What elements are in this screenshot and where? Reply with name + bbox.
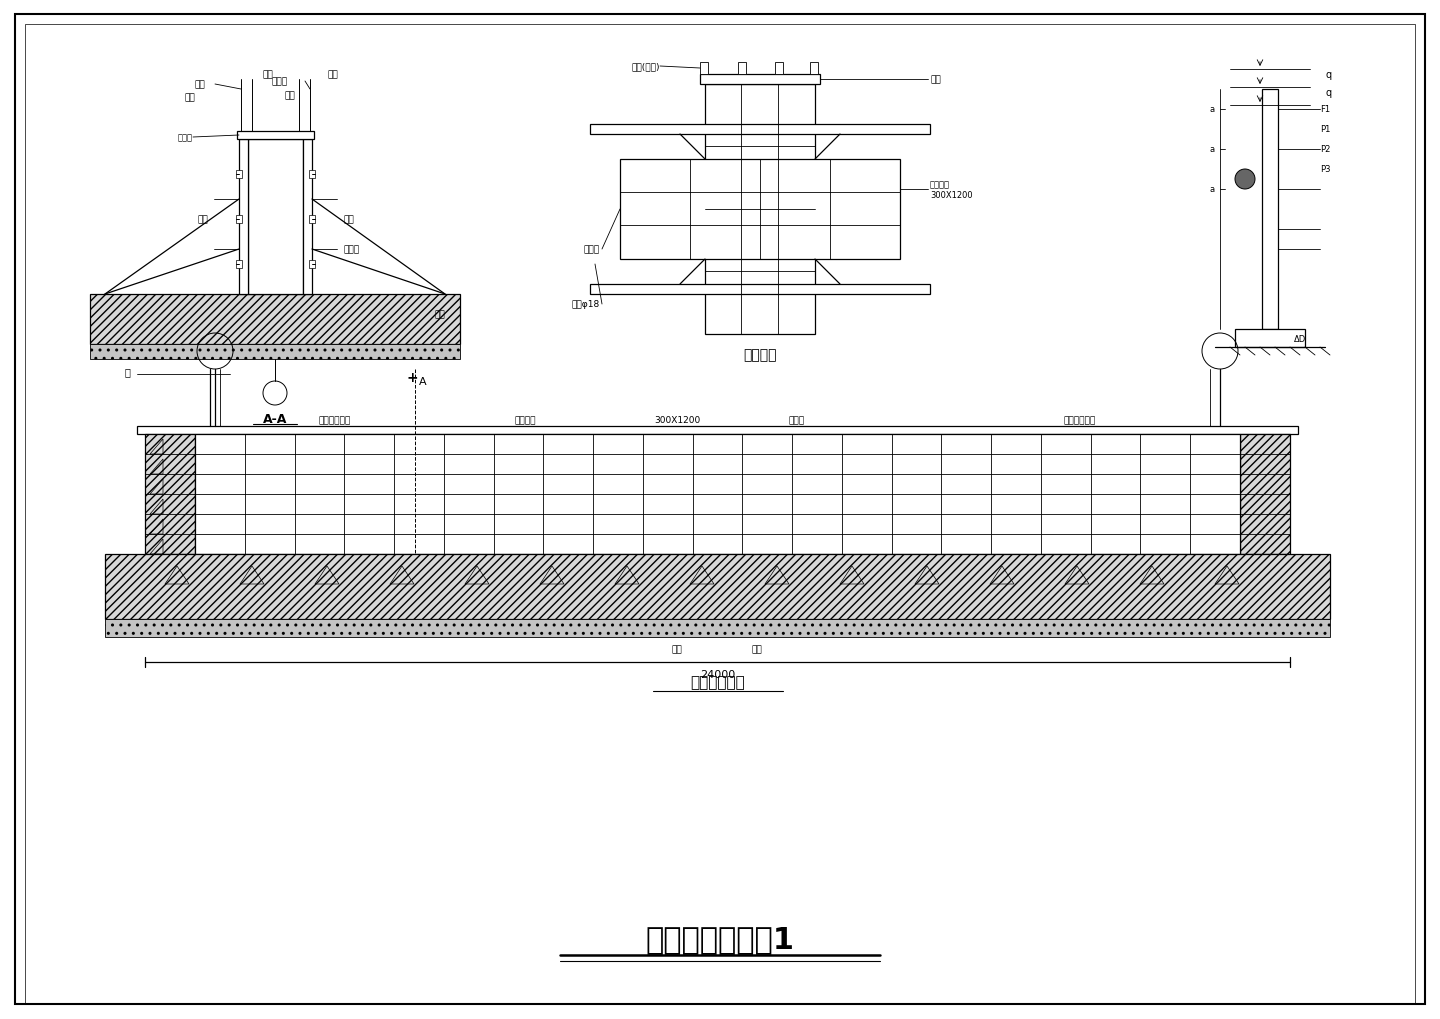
Bar: [775, 63, 783, 75]
Text: 基础反梁支模图1: 基础反梁支模图1: [645, 924, 795, 954]
Text: 模板: 模板: [262, 70, 274, 79]
Text: 木方(背楞): 木方(背楞): [632, 62, 660, 71]
Bar: [91, 294, 459, 344]
Text: 穿筋管: 穿筋管: [343, 246, 359, 255]
Text: 梁腋支模: 梁腋支模: [743, 347, 776, 362]
Bar: [105, 620, 1331, 637]
Text: A-A: A-A: [264, 413, 287, 426]
Bar: [302, 140, 312, 294]
Bar: [137, 427, 1297, 434]
Text: 反梁顶面: 反梁顶面: [514, 416, 536, 425]
Text: 双钢管扣管管: 双钢管扣管管: [318, 416, 351, 425]
Text: 反梁支模立面: 反梁支模立面: [690, 675, 744, 690]
Text: P2: P2: [1320, 146, 1331, 154]
Bar: [811, 63, 818, 75]
Text: 基础: 基础: [752, 645, 762, 654]
Bar: [590, 284, 930, 294]
Text: 斜撑: 斜撑: [343, 215, 354, 224]
Text: 柱: 柱: [124, 367, 130, 377]
Text: q: q: [1325, 88, 1331, 98]
Bar: [91, 344, 459, 360]
Text: 木模板: 木模板: [789, 416, 805, 425]
Bar: [236, 171, 242, 178]
Text: a: a: [1210, 185, 1215, 195]
Bar: [310, 216, 315, 224]
Text: 地板: 地板: [671, 645, 683, 654]
Text: 斜撑管: 斜撑管: [272, 77, 288, 87]
Bar: [238, 131, 314, 140]
Bar: [706, 85, 815, 334]
Bar: [700, 63, 708, 75]
Text: 斜杆: 斜杆: [184, 94, 196, 102]
Text: 三字扣: 三字扣: [179, 133, 193, 143]
Text: P1: P1: [1320, 125, 1331, 135]
Text: 24000: 24000: [700, 669, 736, 680]
Bar: [590, 125, 930, 135]
Text: 安管管: 安管管: [583, 246, 600, 255]
Text: 模板: 模板: [197, 215, 207, 224]
Text: 斜杆: 斜杆: [194, 81, 206, 90]
Bar: [1236, 330, 1305, 347]
Bar: [310, 261, 315, 269]
Text: 双钢管扣管管: 双钢管扣管管: [1064, 416, 1096, 425]
Bar: [621, 160, 900, 260]
Text: 模板: 模板: [930, 75, 940, 85]
Bar: [1261, 90, 1279, 330]
Text: F1: F1: [1320, 105, 1331, 114]
Bar: [194, 434, 1240, 554]
Text: +: +: [406, 371, 418, 384]
Bar: [239, 140, 248, 294]
Bar: [310, 171, 315, 178]
Bar: [739, 63, 746, 75]
Bar: [236, 261, 242, 269]
Bar: [105, 554, 1331, 620]
Text: a: a: [1210, 105, 1215, 114]
Text: 斜杆: 斜杆: [285, 92, 295, 101]
Text: P3: P3: [1320, 165, 1331, 174]
Text: 地基: 地基: [435, 310, 445, 319]
Text: 模板: 模板: [328, 70, 338, 79]
Bar: [700, 75, 819, 85]
Text: ΔD: ΔD: [1295, 335, 1306, 344]
Bar: [145, 434, 194, 554]
Circle shape: [1236, 170, 1256, 190]
Text: 斜杆φ18: 斜杆φ18: [572, 301, 600, 309]
Bar: [1240, 434, 1290, 554]
Text: q: q: [1325, 70, 1331, 79]
Bar: [236, 216, 242, 224]
Text: 300X1200: 300X1200: [654, 416, 700, 425]
Text: a: a: [1210, 146, 1215, 154]
Bar: [248, 140, 302, 294]
Text: A: A: [419, 377, 426, 386]
Text: 反梁模板
300X1200: 反梁模板 300X1200: [930, 180, 972, 200]
